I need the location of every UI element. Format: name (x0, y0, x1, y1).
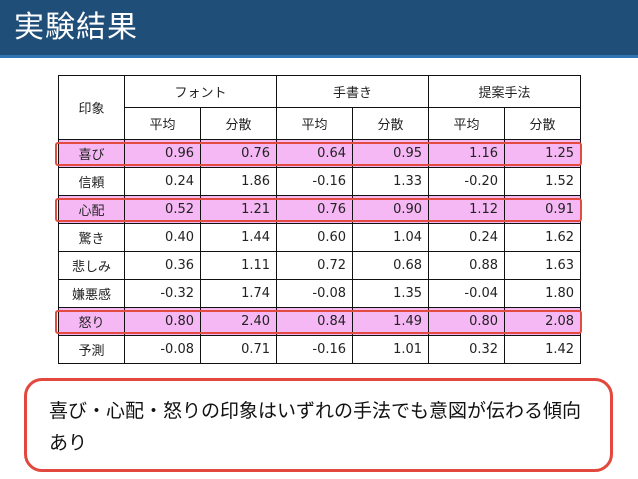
value-cell: 1.04 (352, 223, 430, 252)
value-cell: -0.16 (276, 335, 354, 364)
value-cell: 0.84 (276, 307, 354, 336)
value-cell: 0.90 (352, 195, 430, 224)
value-cell: 0.24 (124, 167, 201, 196)
subheader-mean: 平均 (428, 107, 506, 140)
value-cell: 0.95 (352, 139, 430, 168)
value-cell: 1.63 (504, 251, 582, 280)
value-cell: 0.24 (428, 223, 506, 252)
subheader-mean: 平均 (276, 107, 354, 140)
value-cell: 0.60 (276, 223, 354, 252)
row-label: 怒り (58, 307, 125, 336)
value-cell: 1.44 (199, 223, 278, 252)
group-header-handwritten: 手書き (276, 75, 430, 108)
value-cell: 1.01 (352, 335, 430, 364)
table-body: 喜び 0.96 0.76 0.64 0.95 1.16 1.25 信頼 0.24 1.86 -0.1… (58, 139, 582, 364)
value-cell: 0.80 (428, 307, 506, 336)
table-row: 信頼 0.24 1.86 -0.16 1.33 -0.20 1.52 (58, 167, 582, 196)
group-header-font: フォント (123, 75, 278, 108)
subheader-variance: 分散 (504, 107, 582, 140)
results-table: 印象 フォント 手書き 提案手法 平均 分散 平均 分散 平均 分散 喜び 0.9… (58, 75, 582, 364)
value-cell: -0.08 (124, 335, 201, 364)
value-cell: -0.08 (276, 279, 354, 308)
value-cell: 2.40 (199, 307, 278, 336)
conclusion-text: 喜び・心配・怒りの印象はいずれの手法でも意図が伝わる傾向あり (49, 400, 582, 454)
table-row: 怒り 0.80 2.40 0.84 1.49 0.80 2.08 (58, 307, 582, 336)
table-row: 驚き 0.40 1.44 0.60 1.04 0.24 1.62 (58, 223, 582, 252)
value-cell: 1.35 (352, 279, 430, 308)
value-cell: -0.20 (428, 167, 506, 196)
title-underline (0, 55, 638, 58)
table-row: 嫌悪感 -0.32 1.74 -0.08 1.35 -0.04 1.80 (58, 279, 582, 308)
value-cell: 0.52 (124, 195, 201, 224)
row-label: 心配 (58, 195, 125, 224)
value-cell: 1.21 (199, 195, 278, 224)
value-cell: 0.80 (124, 307, 201, 336)
row-label: 悲しみ (58, 251, 125, 280)
row-label: 驚き (58, 223, 125, 252)
value-cell: 1.86 (199, 167, 278, 196)
slide-title: 実験結果 (14, 10, 138, 45)
value-cell: 0.76 (199, 139, 278, 168)
value-cell: 0.40 (124, 223, 201, 252)
value-cell: -0.16 (276, 167, 354, 196)
subheader-variance: 分散 (199, 107, 278, 140)
table-subheader-row: 平均 分散 平均 分散 平均 分散 (59, 107, 582, 140)
value-cell: 0.76 (276, 195, 354, 224)
value-cell: 0.68 (352, 251, 430, 280)
value-cell: -0.04 (428, 279, 506, 308)
value-cell: 2.08 (504, 307, 582, 336)
row-label: 信頼 (58, 167, 125, 196)
table-group-header-row: 印象 フォント 手書き 提案手法 (58, 75, 582, 140)
table-row: 喜び 0.96 0.76 0.64 0.95 1.16 1.25 (58, 139, 582, 168)
row-header-cell: 印象 (58, 75, 125, 140)
value-cell: 1.25 (504, 139, 582, 168)
value-cell: 1.52 (504, 167, 582, 196)
group-header-proposed: 提案手法 (428, 75, 582, 108)
table-row: 心配 0.52 1.21 0.76 0.90 1.12 0.91 (58, 195, 582, 224)
value-cell: 1.42 (504, 335, 582, 364)
table-row: 悲しみ 0.36 1.11 0.72 0.68 0.88 1.63 (58, 251, 582, 280)
value-cell: 0.72 (276, 251, 354, 280)
value-cell: 1.12 (428, 195, 506, 224)
value-cell: 0.96 (124, 139, 201, 168)
value-cell: 1.62 (504, 223, 582, 252)
subheader-variance: 分散 (352, 107, 430, 140)
value-cell: 0.88 (428, 251, 506, 280)
subheader-mean: 平均 (124, 107, 201, 140)
value-cell: 0.36 (124, 251, 201, 280)
row-label: 喜び (58, 139, 125, 168)
value-cell: 1.74 (199, 279, 278, 308)
value-cell: 1.16 (428, 139, 506, 168)
table-row: 予測 -0.08 0.71 -0.16 1.01 0.32 1.42 (58, 335, 582, 364)
value-cell: 0.71 (199, 335, 278, 364)
title-bar: 実験結果 (0, 0, 638, 58)
value-cell: 1.49 (352, 307, 430, 336)
row-label: 嫌悪感 (58, 279, 125, 308)
value-cell: 0.32 (428, 335, 506, 364)
conclusion-box: 喜び・心配・怒りの印象はいずれの手法でも意図が伝わる傾向あり (24, 378, 613, 472)
value-cell: -0.32 (124, 279, 201, 308)
value-cell: 0.64 (276, 139, 354, 168)
value-cell: 1.33 (352, 167, 430, 196)
value-cell: 0.91 (504, 195, 582, 224)
value-cell: 1.11 (199, 251, 278, 280)
row-label: 予測 (58, 335, 125, 364)
value-cell: 1.80 (504, 279, 582, 308)
